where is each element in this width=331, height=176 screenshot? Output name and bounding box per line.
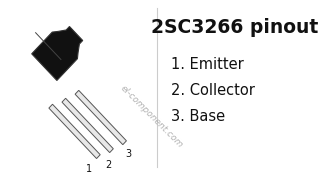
Text: 2SC3266 pinout: 2SC3266 pinout [151,18,318,37]
Text: el-component.com: el-component.com [118,84,185,150]
Text: 2. Collector: 2. Collector [171,83,255,98]
Polygon shape [32,26,83,80]
Text: 2: 2 [106,160,112,170]
Polygon shape [49,104,100,159]
Text: 3. Base: 3. Base [171,109,226,124]
Text: 3: 3 [125,149,131,159]
Text: 1: 1 [86,164,92,174]
Polygon shape [75,90,126,145]
Polygon shape [62,98,113,153]
Text: 1. Emitter: 1. Emitter [171,58,244,73]
